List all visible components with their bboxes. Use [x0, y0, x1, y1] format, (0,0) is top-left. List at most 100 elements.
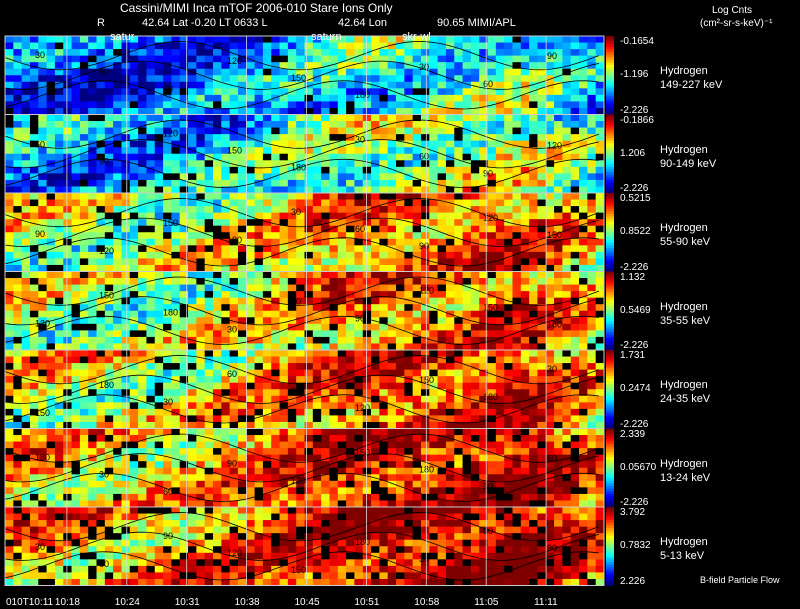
heatmap-cell — [371, 199, 380, 207]
heatmap-cell — [321, 121, 330, 128]
heatmap-cell — [63, 310, 72, 318]
heatmap-cell — [204, 179, 214, 187]
heatmap-cell — [396, 278, 405, 285]
heatmap-cell — [179, 317, 189, 325]
heatmap-cell — [212, 62, 222, 70]
heatmap-cell — [337, 415, 347, 423]
heatmap-cell — [254, 363, 264, 371]
heatmap-cell — [396, 127, 405, 135]
heatmap-cell — [212, 454, 222, 462]
heatmap-cell — [296, 369, 305, 377]
heatmap-cell — [312, 271, 322, 279]
heatmap-cell — [146, 166, 156, 174]
heatmap-cell — [71, 114, 81, 122]
heatmap-cell — [312, 304, 322, 312]
heatmap-cell — [129, 49, 139, 57]
heatmap-cell — [196, 245, 206, 253]
heatmap-cell — [321, 232, 330, 240]
heatmap-cell — [21, 454, 31, 462]
heatmap-cell — [262, 454, 272, 462]
heatmap-cell — [404, 147, 414, 155]
heatmap-cell — [21, 297, 31, 305]
heatmap-cell — [312, 343, 322, 351]
heatmap-cell — [504, 134, 513, 142]
heatmap-cell — [88, 160, 97, 168]
heatmap-cell — [21, 421, 31, 429]
heatmap-cell — [479, 121, 488, 128]
heatmap-cell — [254, 330, 264, 338]
heatmap-cell — [96, 114, 106, 122]
heatmap-cell — [221, 284, 231, 292]
heatmap-cell — [512, 166, 522, 174]
heatmap-cell — [287, 304, 297, 312]
heatmap-cell — [96, 376, 106, 384]
heatmap-cell — [246, 219, 255, 227]
heatmap-cell — [379, 101, 389, 109]
heatmap-cell — [254, 284, 264, 292]
heatmap-cell — [587, 448, 597, 456]
heatmap-cell — [470, 350, 480, 357]
heatmap-cell — [462, 212, 472, 220]
heatmap-cell — [537, 88, 547, 96]
heatmap-cell — [371, 186, 380, 194]
heatmap-cell — [54, 219, 64, 227]
heatmap-cell — [221, 297, 231, 305]
heatmap-cell — [138, 245, 147, 253]
heatmap-cell — [88, 389, 97, 397]
heatmap-cell — [545, 271, 555, 279]
heatmap-cell — [420, 232, 430, 240]
heatmap-cell — [520, 291, 530, 299]
heatmap-cell — [63, 55, 72, 63]
heatmap-cell — [387, 291, 397, 299]
heatmap-cell — [129, 415, 139, 423]
heatmap-cell — [54, 428, 64, 436]
heatmap-cell — [5, 179, 14, 187]
heatmap-cell — [296, 441, 305, 449]
heatmap-cell — [429, 134, 439, 142]
heatmap-cell — [437, 297, 447, 305]
heatmap-cell — [254, 127, 264, 135]
heatmap-cell — [412, 173, 422, 181]
heatmap-cell — [321, 310, 330, 318]
heatmap-cell — [470, 304, 480, 312]
heatmap-cell — [96, 238, 106, 246]
heatmap-cell — [304, 212, 314, 220]
heatmap-cell — [362, 330, 372, 338]
heatmap-cell — [412, 49, 422, 57]
heatmap-cell — [279, 251, 289, 259]
heatmap-cell — [154, 238, 164, 246]
heatmap-cell — [387, 186, 397, 194]
heatmap-cell — [138, 94, 147, 102]
heatmap-cell — [138, 101, 147, 109]
heatmap-cell — [354, 376, 364, 384]
heatmap-cell — [587, 94, 597, 102]
heatmap-cell — [595, 278, 605, 285]
heatmap-cell — [371, 134, 380, 142]
heatmap-cell — [88, 382, 97, 390]
heatmap-cell — [404, 199, 414, 207]
heatmap-cell — [587, 343, 597, 351]
heatmap-cell — [404, 258, 414, 266]
heatmap-cell — [479, 225, 488, 233]
heatmap-cell — [154, 467, 164, 475]
heatmap-cell — [479, 323, 488, 331]
heatmap-cell — [396, 238, 405, 246]
heatmap-cell — [171, 376, 181, 384]
heatmap-cell — [429, 271, 439, 279]
heatmap-cell — [437, 278, 447, 285]
heatmap-cell — [412, 317, 422, 325]
heatmap-cell — [545, 330, 555, 338]
heatmap-cell — [54, 323, 64, 331]
heatmap-cell — [529, 291, 538, 299]
heatmap-cell — [237, 343, 247, 351]
heatmap-cell — [38, 415, 47, 423]
heatmap-cell — [371, 55, 380, 63]
heatmap-cell — [188, 153, 197, 161]
heatmap-cell — [362, 408, 372, 416]
colorbar-segment — [606, 161, 614, 165]
heatmap-cell — [104, 36, 114, 43]
heatmap-cell — [579, 408, 588, 416]
heatmap-cell — [329, 395, 339, 403]
heatmap-cell — [512, 81, 522, 89]
heatmap-cell — [154, 291, 164, 299]
